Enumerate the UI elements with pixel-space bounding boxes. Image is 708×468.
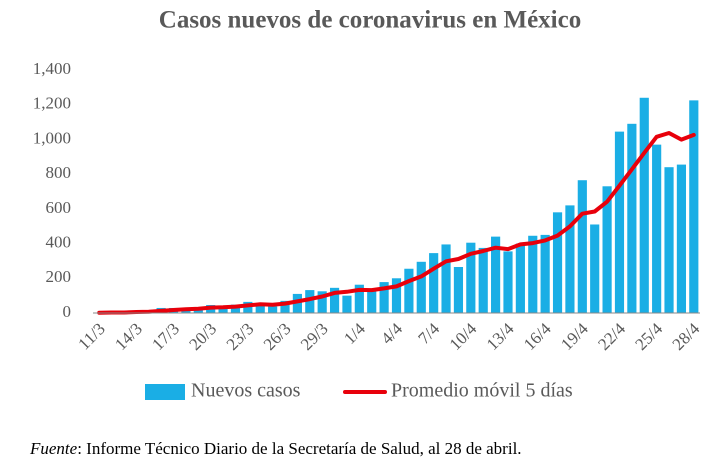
bar: [193, 308, 203, 313]
legend-swatch: [145, 384, 185, 400]
x-tick-label: 29/3: [297, 319, 332, 354]
bar: [329, 287, 340, 313]
y-tick-label: 1,000: [33, 128, 71, 147]
y-tick-label: 200: [46, 267, 72, 286]
x-tick-label: 11/3: [74, 319, 108, 353]
bar: [664, 167, 674, 313]
legend-label: Promedio móvil 5 días: [391, 380, 573, 402]
bar: [230, 304, 241, 313]
line: [97, 131, 696, 315]
bar: [577, 180, 587, 313]
x-tick-label: 26/3: [260, 319, 295, 354]
x-tick-label: 7/4: [414, 319, 443, 348]
bar: [491, 236, 501, 313]
bar: [429, 253, 439, 313]
x-tick-label: 20/3: [185, 319, 220, 354]
y-tick-label: 0: [63, 302, 72, 321]
bar: [676, 164, 687, 313]
bar: [404, 268, 414, 313]
bar: [639, 97, 649, 314]
x-tick-label: 16/4: [520, 319, 555, 354]
x-tick-label: 10/4: [446, 319, 481, 354]
legend-label: Nuevos casos: [191, 380, 301, 402]
source-text: : Informe Técnico Diario de la Secretarí…: [77, 439, 521, 458]
bar: [441, 244, 451, 313]
bar: [689, 100, 699, 313]
bar: [540, 234, 550, 313]
y-tick-label: 1,400: [33, 59, 71, 78]
bar: [379, 282, 389, 313]
x-tick-label: 1/4: [340, 319, 369, 348]
bar: [515, 243, 525, 313]
x-tick-label: 22/4: [594, 319, 629, 354]
bar: [292, 293, 302, 313]
y-tick-label: 600: [46, 198, 72, 217]
bar: [218, 306, 228, 313]
bar: [391, 278, 402, 313]
bar: [565, 205, 575, 313]
bar: [453, 267, 464, 313]
source-label: Fuente: [29, 439, 78, 458]
bar: [416, 261, 426, 313]
x-tick-label: 13/4: [483, 319, 518, 354]
bar: [280, 300, 290, 313]
y-tick-label: 400: [46, 232, 72, 251]
bar: [305, 290, 315, 313]
bar: [503, 251, 513, 313]
bar: [478, 247, 488, 313]
y-tick-label: 1,200: [33, 94, 71, 113]
chart-title: Casos nuevos de coronavirus en México: [159, 7, 581, 34]
x-tick-label: 17/3: [148, 319, 183, 354]
bar: [466, 242, 476, 313]
bar: [268, 306, 278, 313]
bar: [367, 291, 377, 313]
bar: [590, 224, 600, 313]
bar: [627, 123, 637, 313]
x-tick-label: 25/4: [631, 319, 666, 354]
bar: [528, 235, 538, 313]
bar: [602, 186, 612, 313]
y-tick-label: 800: [46, 163, 72, 182]
x-tick-label: 4/4: [377, 319, 406, 348]
x-tick-label: 14/3: [111, 319, 146, 354]
bar: [354, 284, 364, 313]
source-note: Fuente: Informe Técnico Diario de la Sec…: [29, 439, 522, 458]
bar: [652, 144, 662, 313]
bar: [552, 212, 563, 313]
bar: [317, 291, 327, 313]
bar: [255, 304, 265, 313]
bar: [243, 301, 253, 313]
x-tick-label: 28/4: [669, 319, 704, 354]
x-tick-label: 19/4: [557, 319, 592, 354]
bar: [342, 295, 352, 313]
bar: [614, 131, 625, 313]
x-tick-label: 23/3: [223, 319, 258, 354]
